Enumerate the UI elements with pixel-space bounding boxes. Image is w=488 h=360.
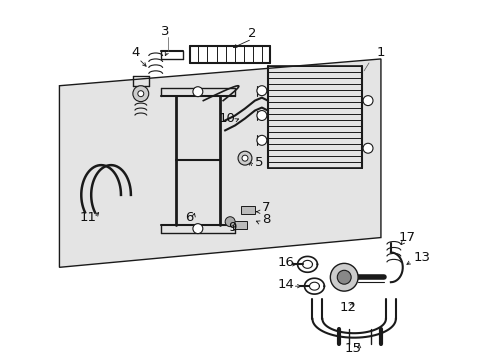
Bar <box>241 206 254 214</box>
Circle shape <box>337 270 350 284</box>
Circle shape <box>192 224 203 234</box>
Polygon shape <box>60 59 380 267</box>
Circle shape <box>362 96 372 105</box>
Bar <box>233 221 246 229</box>
Text: 5: 5 <box>254 156 263 168</box>
Text: 12: 12 <box>339 301 356 314</box>
Text: 10: 10 <box>218 112 235 125</box>
Circle shape <box>192 87 203 96</box>
Text: 11: 11 <box>79 211 96 224</box>
Text: 2: 2 <box>247 27 256 40</box>
Circle shape <box>256 135 266 145</box>
Circle shape <box>256 86 266 96</box>
Text: 4: 4 <box>131 46 139 59</box>
Text: 16: 16 <box>277 256 294 269</box>
Text: 1: 1 <box>376 46 385 59</box>
Text: 3: 3 <box>161 24 169 38</box>
Text: 14: 14 <box>277 278 294 291</box>
Circle shape <box>242 155 247 161</box>
Circle shape <box>133 86 148 102</box>
Circle shape <box>362 143 372 153</box>
Text: 13: 13 <box>413 251 430 264</box>
Text: 9: 9 <box>228 221 236 234</box>
Text: 8: 8 <box>262 213 270 226</box>
Circle shape <box>138 91 143 96</box>
Circle shape <box>330 264 357 291</box>
Circle shape <box>238 151 251 165</box>
Text: 17: 17 <box>398 231 415 244</box>
Circle shape <box>224 217 235 227</box>
Text: 15: 15 <box>344 342 361 355</box>
Circle shape <box>256 111 266 121</box>
Text: 7: 7 <box>262 201 270 214</box>
Text: 6: 6 <box>185 211 193 224</box>
